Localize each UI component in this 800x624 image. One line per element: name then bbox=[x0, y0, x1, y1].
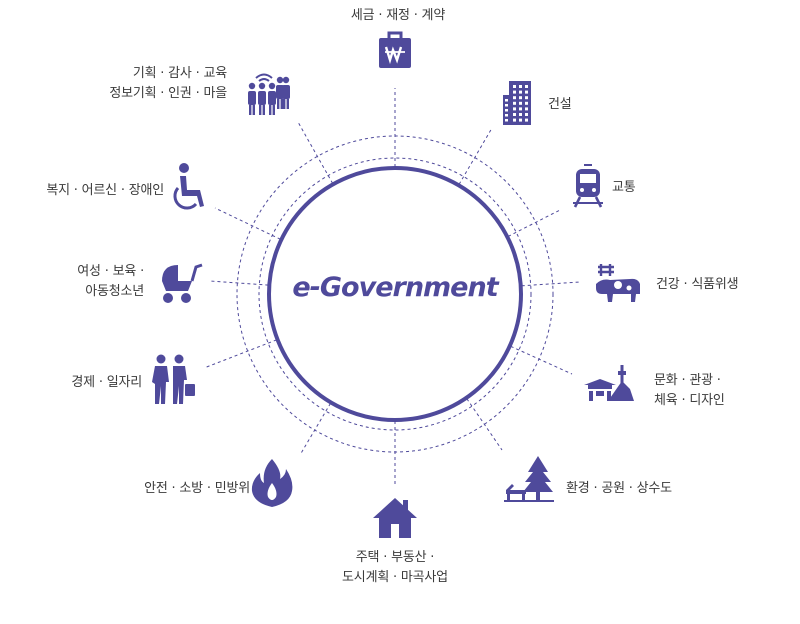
connector-line-transport bbox=[507, 209, 561, 237]
sector-label-line: 정보기획 · 인권 · 마을 bbox=[109, 86, 227, 101]
sector-label-housing: 주택 · 부동산 · 도시계획 · 마곡사업 bbox=[325, 548, 465, 588]
sector-label-line: 여성 · 보육 · bbox=[77, 264, 144, 279]
cow-icon bbox=[588, 254, 648, 314]
connector-line-health bbox=[521, 281, 581, 287]
center-title: e-Government bbox=[292, 272, 498, 303]
connector-line-economy bbox=[203, 339, 277, 369]
wallet-won-icon bbox=[365, 22, 425, 82]
sector-label-welfare: 복지 · 어르신 · 장애인 bbox=[34, 181, 164, 201]
sector-label-line: 건강 · 식품위생 bbox=[656, 277, 739, 292]
sector-label-economy: 경제 · 일자리 bbox=[40, 373, 142, 393]
job-seekers-icon bbox=[140, 350, 200, 410]
sector-label-health: 건강 · 식품위생 bbox=[656, 275, 739, 295]
train-icon bbox=[558, 157, 618, 217]
house-icon bbox=[365, 488, 425, 548]
sector-label-tax: 세금 · 재정 · 계약 bbox=[338, 6, 458, 26]
connector-line-culture bbox=[510, 345, 573, 375]
connector-line-welfare bbox=[214, 207, 281, 240]
center-circle bbox=[267, 166, 523, 422]
inner-dashed-ring bbox=[258, 157, 532, 431]
sector-label-line: 기획 · 감사 · 교육 bbox=[132, 66, 227, 81]
stroller-icon bbox=[148, 251, 208, 311]
fire-icon bbox=[242, 453, 302, 513]
connector-line-environment bbox=[466, 398, 503, 451]
sector-label-line: 도시계획 · 마곡사업 bbox=[342, 570, 448, 585]
sector-label-safety: 안전 · 소방 · 민방위 bbox=[128, 479, 250, 499]
sector-label-line: 주택 · 부동산 · bbox=[355, 550, 435, 565]
connector-line-safety bbox=[299, 403, 331, 456]
building-icon bbox=[489, 73, 549, 133]
people-wifi-icon bbox=[240, 62, 300, 122]
sector-label-construction: 건설 bbox=[548, 95, 572, 115]
sector-label-line: 아동청소년 bbox=[85, 284, 144, 299]
sector-label-line: 체육 · 디자인 bbox=[654, 393, 725, 408]
sector-label-line: 환경 · 공원 · 상수도 bbox=[566, 481, 672, 496]
sector-label-line: 건설 bbox=[548, 97, 572, 112]
sector-label-line: 교통 bbox=[612, 180, 636, 195]
connector-line-planning bbox=[297, 121, 334, 184]
wheelchair-icon bbox=[158, 160, 218, 220]
sector-label-line: 세금 · 재정 · 계약 bbox=[350, 8, 446, 23]
sector-label-women: 여성 · 보육 · 아동청소년 bbox=[54, 262, 144, 302]
sector-label-line: 경제 · 일자리 bbox=[71, 375, 142, 390]
connector-line-women bbox=[209, 280, 269, 286]
sector-label-environment: 환경 · 공원 · 상수도 bbox=[566, 479, 672, 499]
palace-tower-icon bbox=[578, 355, 638, 415]
connector-line-construction bbox=[458, 127, 493, 185]
sector-label-line: 복지 · 어르신 · 장애인 bbox=[46, 183, 164, 198]
sector-label-transport: 교통 bbox=[612, 178, 636, 198]
sector-label-line: 문화 · 관광 · bbox=[654, 373, 721, 388]
sector-label-culture: 문화 · 관광 · 체육 · 디자인 bbox=[654, 371, 725, 411]
tree-bench-icon bbox=[498, 450, 558, 510]
sector-label-line: 안전 · 소방 · 민방위 bbox=[144, 481, 250, 496]
